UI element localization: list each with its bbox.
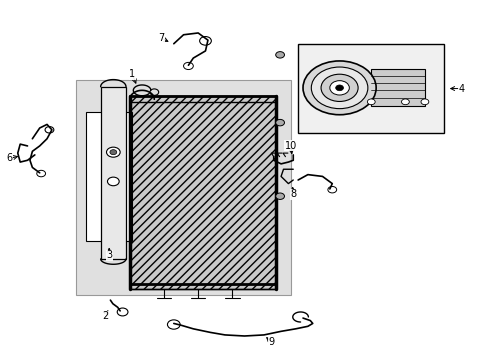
- Bar: [130, 96, 276, 289]
- Text: 2: 2: [102, 311, 108, 321]
- Bar: [298, 44, 444, 134]
- Circle shape: [107, 177, 119, 186]
- Circle shape: [275, 193, 284, 199]
- Circle shape: [321, 74, 357, 102]
- Circle shape: [401, 99, 408, 105]
- Bar: [101, 87, 126, 259]
- Circle shape: [275, 51, 284, 58]
- Circle shape: [275, 120, 284, 126]
- Circle shape: [110, 150, 117, 155]
- Bar: [76, 80, 290, 295]
- Text: 10: 10: [284, 141, 296, 151]
- Circle shape: [311, 67, 367, 109]
- Text: 1: 1: [129, 69, 135, 79]
- Bar: [86, 112, 132, 241]
- Text: 6: 6: [6, 153, 13, 163]
- Text: 5: 5: [303, 84, 309, 94]
- Text: 8: 8: [289, 189, 296, 199]
- Circle shape: [329, 81, 348, 95]
- Text: 7: 7: [158, 33, 164, 43]
- Circle shape: [420, 99, 428, 105]
- Circle shape: [366, 99, 374, 105]
- Circle shape: [335, 85, 343, 91]
- Text: 3: 3: [106, 250, 112, 260]
- Text: 4: 4: [457, 84, 464, 94]
- Text: 9: 9: [268, 337, 274, 347]
- Circle shape: [303, 61, 375, 115]
- Bar: [370, 69, 424, 107]
- Circle shape: [106, 147, 120, 157]
